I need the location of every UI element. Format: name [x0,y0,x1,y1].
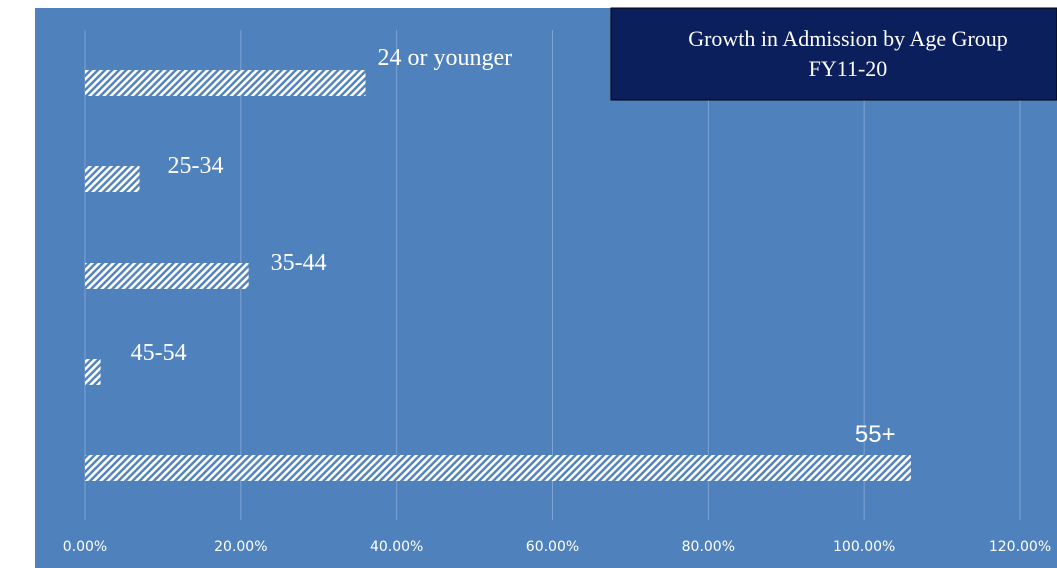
chart-title: Growth in Admission by Age Group [688,26,1008,51]
x-axis-ticks: 0.00% 20.00% 40.00% 60.00% 80.00% 100.00% 120.… [63,539,1051,555]
x-tick-label-0: 0.00% [63,539,107,555]
bar-4 [85,455,911,481]
category-label-1: 25-34 [168,153,224,179]
x-tick-label-1: 20.00% [214,539,267,555]
bar-0 [85,70,366,96]
x-tick-label-3: 60.00% [526,539,579,555]
bars [85,70,911,481]
chart-title-box: Growth in Admission by Age Group FY11-20 [610,7,1057,101]
title-background [610,7,1057,101]
x-tick-label-2: 40.00% [370,539,423,555]
category-label-4: 55+ [855,421,896,448]
category-label-0: 24 or younger [378,45,513,71]
bar-1 [85,166,140,192]
x-tick-label-4: 80.00% [682,539,735,555]
x-tick-label-6: 120.00% [989,539,1051,555]
category-labels: 24 or younger 25-34 35-44 45-54 55+ [131,45,896,448]
chart-subtitle: FY11-20 [809,56,888,81]
category-label-3: 45-54 [131,340,187,366]
bar-3 [85,359,101,385]
category-label-2: 35-44 [271,250,327,276]
bar-2 [85,263,249,289]
x-tick-label-5: 100.00% [833,539,895,555]
